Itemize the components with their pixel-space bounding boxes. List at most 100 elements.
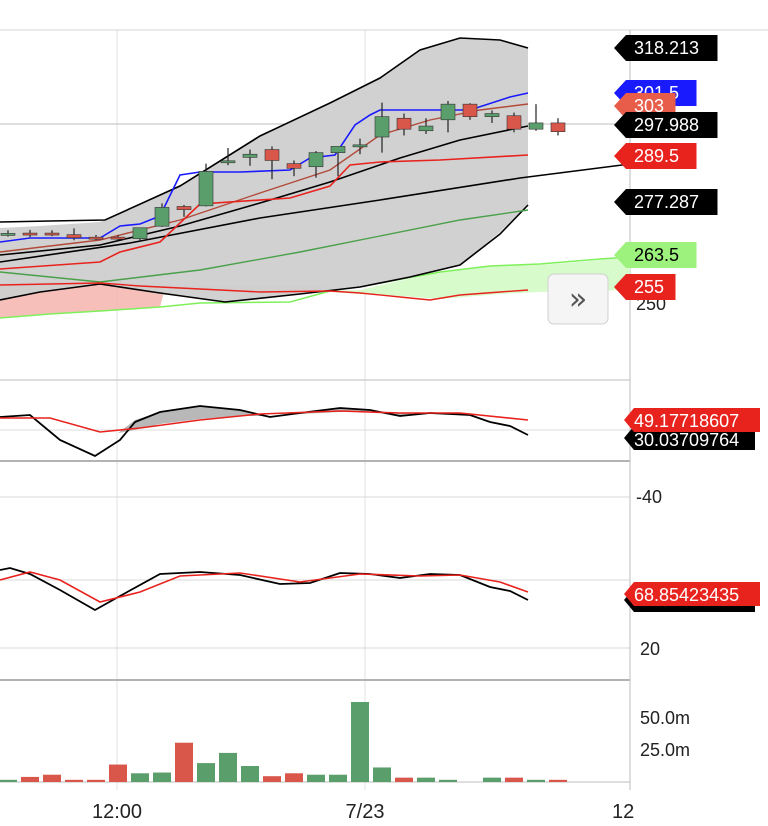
osc2-red-line xyxy=(0,571,529,603)
candle-body xyxy=(352,144,368,148)
candle-body xyxy=(242,153,258,158)
double-chevron-right-icon: » xyxy=(569,282,587,317)
candle-body xyxy=(462,103,478,117)
candle-body xyxy=(110,236,126,240)
price-tag xyxy=(614,112,718,138)
price-tag xyxy=(614,35,718,61)
ma-red-lagging xyxy=(0,282,529,301)
candle-body xyxy=(506,115,522,130)
price-tags: 318.213301.5303297.988289.5277.287263.52… xyxy=(614,35,718,300)
candle-body xyxy=(44,232,60,236)
candle-body xyxy=(154,207,170,227)
price-tag xyxy=(614,242,697,268)
time-axis: 12:00 7/23 12 xyxy=(92,801,634,823)
volume-bar xyxy=(153,772,171,782)
candle-body xyxy=(396,117,412,130)
candle-body xyxy=(418,125,434,132)
volume-bar xyxy=(197,763,215,782)
volume-bar xyxy=(417,777,435,782)
osc2-black-line xyxy=(0,567,529,612)
candlestick-series xyxy=(0,101,566,241)
osc1-value-black: 30.03709764 xyxy=(634,430,739,450)
time-axis-label: 7/23 xyxy=(346,801,385,823)
volume-bar xyxy=(549,779,567,782)
trend-line-black xyxy=(0,163,631,263)
volume-bar xyxy=(307,774,325,782)
candle-body xyxy=(132,227,148,240)
candle-body xyxy=(374,116,390,138)
volume-bar xyxy=(175,742,193,782)
volume-bar xyxy=(483,777,501,782)
osc1-value-tags: 30.03709764 49.17718607 xyxy=(624,408,760,450)
candle-body xyxy=(22,232,38,236)
volume-bar xyxy=(505,777,523,782)
ma-long-green xyxy=(0,209,529,283)
bollinger-lower xyxy=(0,204,529,303)
osc1-black-line xyxy=(0,405,529,458)
volume-bar xyxy=(0,779,17,782)
volume-axis-tick: 50.0m xyxy=(640,708,690,728)
candle-body xyxy=(176,206,192,210)
candle-body xyxy=(528,122,544,130)
oscillator-2-panel xyxy=(0,567,529,612)
price-overlays xyxy=(0,37,631,319)
volume-bar xyxy=(351,702,369,782)
volume-bar xyxy=(527,779,545,782)
volume-bar xyxy=(219,752,237,782)
price-tag-value: 263.5 xyxy=(634,245,679,265)
volume-axis: 50.0m 25.0m xyxy=(640,708,690,760)
price-tag xyxy=(614,274,676,300)
oscillator-2-axis: -40 20 xyxy=(636,487,662,659)
candle-body xyxy=(330,146,346,153)
price-tag xyxy=(614,143,697,169)
osc1-red-line xyxy=(0,410,529,433)
candle-body xyxy=(220,160,236,164)
volume-bar xyxy=(21,776,39,782)
volume-bar xyxy=(65,779,83,782)
scroll-to-latest-button[interactable]: » xyxy=(547,273,609,325)
price-tag-value: 277.287 xyxy=(634,192,699,212)
candle-body xyxy=(440,103,456,121)
volume-bar xyxy=(263,776,281,782)
price-tag-value: 297.988 xyxy=(634,115,699,135)
volume-bar xyxy=(439,779,457,782)
candle-body xyxy=(88,236,104,240)
volume-series xyxy=(0,702,567,782)
candle-body xyxy=(0,233,16,236)
candle-body xyxy=(264,149,280,161)
volume-bar xyxy=(241,766,259,782)
osc1-value-red: 49.17718607 xyxy=(634,411,739,431)
candle-body xyxy=(198,171,214,207)
time-axis-label: 12 xyxy=(612,801,634,823)
ma-blue-tenkan xyxy=(0,92,529,243)
price-tag xyxy=(614,189,718,215)
volume-bar xyxy=(285,773,303,782)
oscillator-1-panel xyxy=(0,405,529,458)
volume-bar xyxy=(131,773,149,782)
time-axis-label: 12:00 xyxy=(92,801,142,823)
price-tag-value: 255 xyxy=(634,277,664,297)
price-tag-value: 303 xyxy=(634,96,664,116)
volume-bar xyxy=(329,774,347,782)
volume-bar xyxy=(373,767,391,782)
bollinger-band xyxy=(0,38,528,302)
ma-red-kijun xyxy=(0,154,529,270)
bollinger-upper xyxy=(0,37,529,223)
volume-bar xyxy=(43,774,61,782)
volume-bar xyxy=(109,764,127,782)
candle-body xyxy=(308,152,324,168)
osc2-axis-tick: 20 xyxy=(640,639,660,659)
volume-bar xyxy=(395,777,413,782)
price-tag-value: 289.5 xyxy=(634,146,679,166)
candle-body xyxy=(550,122,566,132)
volume-axis-tick: 25.0m xyxy=(640,740,690,760)
ma-black-mid xyxy=(0,125,529,256)
candle-body xyxy=(286,163,302,169)
osc1-fill xyxy=(118,406,490,433)
candle-body xyxy=(66,234,82,239)
candle-body xyxy=(484,113,500,117)
osc2-axis-tick: -40 xyxy=(636,487,662,507)
price-tag-value: 318.213 xyxy=(634,38,699,58)
osc2-value-red: 68.85423435 xyxy=(634,585,739,605)
